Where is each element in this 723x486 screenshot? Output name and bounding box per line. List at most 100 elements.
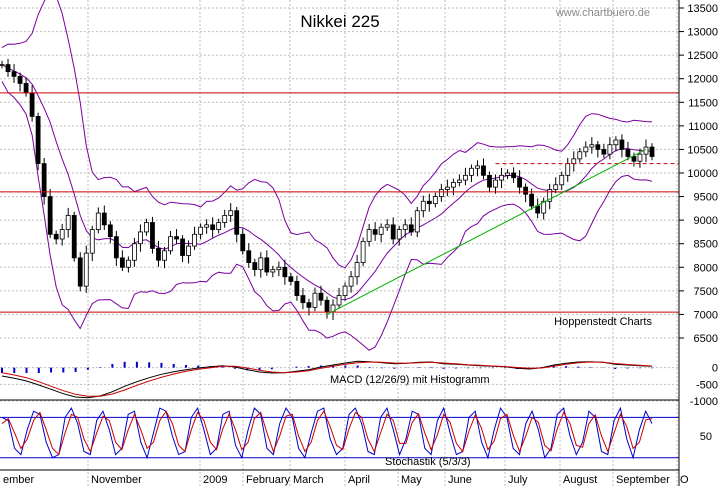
macd-signal-line <box>1 361 653 397</box>
candle-body <box>336 295 342 306</box>
candle-body <box>463 174 468 181</box>
y-tick-label: 10000 <box>687 168 718 180</box>
candle-body <box>216 222 222 230</box>
candle-body <box>162 250 167 261</box>
x-tick-label: July <box>508 474 528 486</box>
candle-body <box>402 224 408 230</box>
candle-body <box>234 210 240 235</box>
candle-body <box>246 250 252 263</box>
x-tick-label: February <box>246 474 291 486</box>
candle-body <box>35 116 41 164</box>
candle-body <box>360 240 366 263</box>
candle-body <box>11 71 17 77</box>
y-tick-label: 6500 <box>694 333 718 345</box>
candle-body <box>174 236 179 240</box>
candle-body <box>65 215 71 230</box>
x-tick-label: September <box>616 474 670 486</box>
candle-body <box>354 262 360 278</box>
candle-body <box>276 266 282 271</box>
candle-body <box>23 83 29 94</box>
candle-body <box>222 215 228 223</box>
y-tick-label: 7000 <box>694 309 718 321</box>
candle-body <box>29 92 35 117</box>
candle-body <box>378 226 384 235</box>
candle-body <box>186 245 191 256</box>
candle-body <box>324 299 330 313</box>
candle-body <box>258 257 264 271</box>
candle-body <box>625 149 631 157</box>
candle-body <box>270 269 276 273</box>
y-tick-label: 8000 <box>694 262 718 274</box>
candle-body <box>408 224 414 233</box>
candle-body <box>637 153 643 162</box>
support-lines <box>0 92 679 315</box>
candle-body <box>511 172 516 179</box>
candle-body <box>5 64 11 73</box>
candle-body <box>17 75 23 84</box>
y-tick-label: 9000 <box>694 215 718 227</box>
y-tick-label: 50 <box>700 431 712 443</box>
vertical-grid <box>87 0 678 486</box>
candle-body <box>444 186 450 190</box>
stoch-d-line <box>1 410 653 456</box>
y-tick-label: 12000 <box>687 74 718 86</box>
source-label: www.chartbuero.de <box>555 7 650 19</box>
candle-body <box>450 182 456 188</box>
chart-title: Nikkei 225 <box>300 12 379 31</box>
candle-body <box>589 144 595 148</box>
bollinger-lower <box>1 81 653 351</box>
candle-body <box>150 222 155 249</box>
candle-body <box>523 186 529 195</box>
candle-body <box>505 172 510 176</box>
y-tick-label: 7500 <box>694 286 718 298</box>
candle-body <box>138 231 143 245</box>
candle-body <box>59 229 65 240</box>
x-tick-label: August <box>563 474 597 486</box>
candle-body <box>348 276 354 287</box>
candle-body <box>607 144 613 155</box>
y-tick-label: 0 <box>712 363 718 375</box>
candle-body <box>228 210 234 216</box>
candle-body <box>282 266 288 278</box>
candle-body <box>156 248 161 261</box>
candle-body <box>553 184 559 190</box>
x-tick-label: May <box>401 474 422 486</box>
candle-body <box>47 196 53 235</box>
candle-body <box>107 224 113 238</box>
horizontal-grid <box>0 7 679 459</box>
candle-body <box>41 163 47 197</box>
macd-label: MACD (12/26/9) mit Histogramm <box>330 374 490 386</box>
candle-body <box>240 233 246 252</box>
candle-body <box>204 224 210 228</box>
candle-body <box>264 257 270 273</box>
y-tick-label: 13500 <box>687 3 718 15</box>
candle-body <box>517 177 522 188</box>
candle-body <box>469 167 474 176</box>
candle-body <box>198 226 204 235</box>
stoch-label: Stochastik (5/3/3) <box>385 456 471 468</box>
macd-panel <box>1 360 653 399</box>
y-tick-label: 8500 <box>694 239 718 251</box>
candle-body <box>294 281 300 296</box>
candle-body <box>210 224 216 230</box>
candle-body <box>89 229 95 254</box>
y-tick-label: 12500 <box>687 50 718 62</box>
candle-body <box>426 200 432 205</box>
candle-body <box>595 144 601 150</box>
trend-line <box>326 148 647 315</box>
candle-body <box>77 257 83 287</box>
candle-body <box>493 179 498 188</box>
bollinger-middle <box>1 64 653 301</box>
candle-body <box>83 252 89 287</box>
y-tick-label: 13000 <box>687 27 718 39</box>
candle-body <box>613 139 619 146</box>
candle-body <box>565 163 571 176</box>
candle-body <box>342 285 348 296</box>
candle-body <box>384 224 390 228</box>
candle-body <box>192 233 197 247</box>
candle-body <box>318 292 324 301</box>
candle-body <box>71 215 77 259</box>
y-tick-label: -1000 <box>690 396 718 408</box>
candle-body <box>414 210 420 233</box>
